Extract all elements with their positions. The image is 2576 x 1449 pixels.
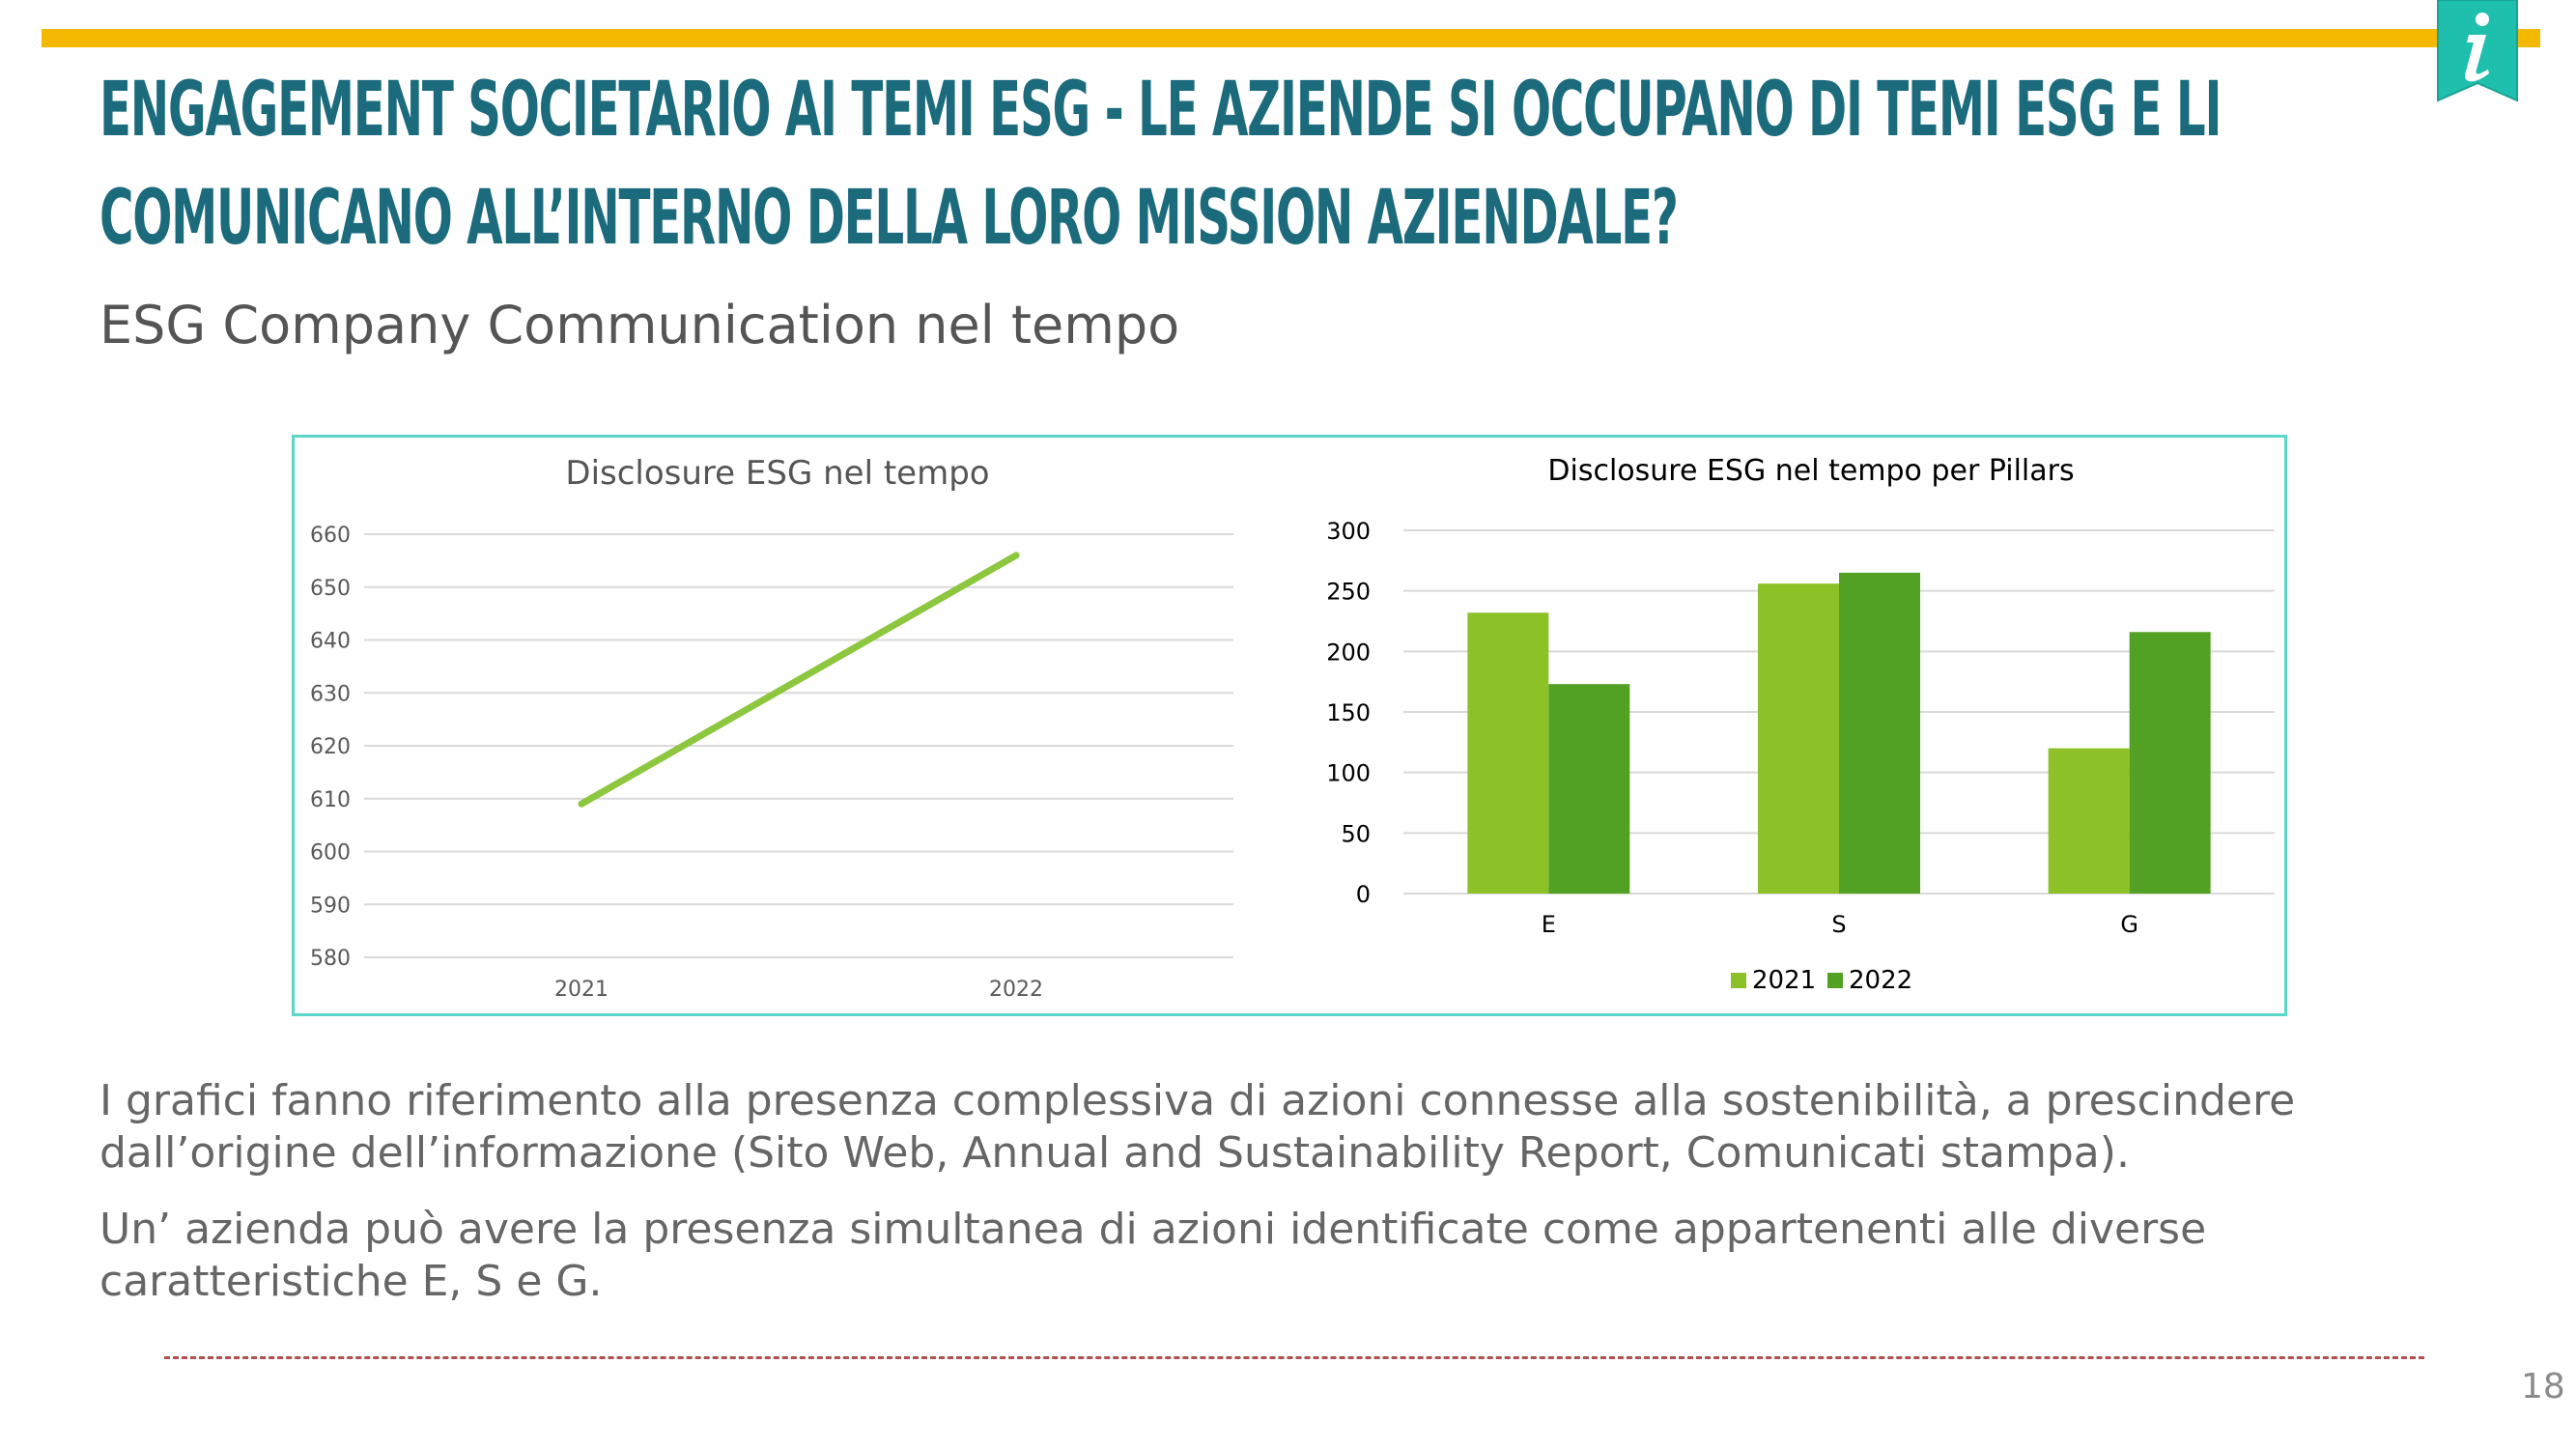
legend-swatch: [1827, 973, 1843, 988]
line-chart-title: Disclosure ESG nel tempo: [565, 454, 989, 493]
line-chart-x-tick: 2022: [989, 978, 1043, 1002]
bar-E-2022: [1548, 684, 1630, 894]
line-chart: Disclosure ESG nel tempo 660 650 640 630 620 6…: [310, 454, 1233, 1002]
bar-chart-x-tick: E: [1542, 911, 1556, 938]
bar-chart-x-tick: G: [2120, 911, 2138, 938]
paragraph-charts-note: I grafici fanno riferimento alla presenz…: [99, 1076, 2296, 1178]
bar-chart-y-tick: 100: [1326, 760, 1371, 787]
page-title: ENGAGEMENT SOCIETARIO AI TEMI ESG - LE A…: [99, 67, 2222, 262]
page-subtitle: ESG Company Communication nel tempo: [99, 295, 1180, 355]
bar-chart-y-tick: 300: [1326, 518, 1371, 545]
bar-chart-title: Disclosure ESG nel tempo per Pillars: [1547, 454, 2074, 488]
bar-chart-y-tick: 250: [1326, 579, 1371, 606]
line-chart-y-tick: 600: [310, 841, 351, 866]
bar-S-2022: [1839, 572, 1920, 894]
line-chart-y-tick: 660: [310, 524, 351, 548]
bar-E-2021: [1467, 612, 1549, 894]
bar-G-2022: [2129, 632, 2211, 894]
line-chart-x-tick: 2021: [554, 978, 609, 1002]
legend-label: 2021: [1752, 966, 1816, 995]
line-chart-y-tick: 590: [310, 894, 351, 918]
line-chart-y-tick: 650: [310, 577, 351, 601]
line-chart-y-tick: 630: [310, 682, 351, 706]
bar-chart-y-tick: 0: [1356, 881, 1371, 908]
info-icon[interactable]: [2434, 0, 2521, 106]
line-chart-y-tick: 610: [310, 788, 351, 812]
page-number: 18: [2521, 1367, 2565, 1406]
legend-label: 2022: [1849, 966, 1912, 995]
bar-S-2021: [1758, 583, 1839, 894]
bar-chart: Disclosure ESG nel tempo per Pillars 300 2…: [1326, 454, 2275, 995]
paragraph-esg-note: Un’ azienda può avere la presenza simult…: [99, 1205, 2207, 1306]
bar-G-2021: [2048, 748, 2130, 894]
line-chart-y-tick: 640: [310, 630, 351, 654]
legend-swatch: [1731, 973, 1746, 988]
bar-chart-y-tick: 200: [1326, 639, 1371, 666]
bar-chart-x-tick: S: [1831, 911, 1846, 938]
bar-chart-y-tick: 150: [1326, 699, 1371, 726]
line-chart-y-tick: 580: [310, 947, 351, 971]
bar-chart-y-tick: 50: [1341, 820, 1371, 847]
line-series: [578, 552, 1020, 808]
charts-panel: Disclosure ESG nel tempo 660 650 640 630 620 6…: [292, 435, 2287, 1016]
line-chart-y-tick: 620: [310, 735, 351, 759]
top-accent-bar: [42, 29, 2540, 47]
footer-divider: [164, 1356, 2424, 1359]
